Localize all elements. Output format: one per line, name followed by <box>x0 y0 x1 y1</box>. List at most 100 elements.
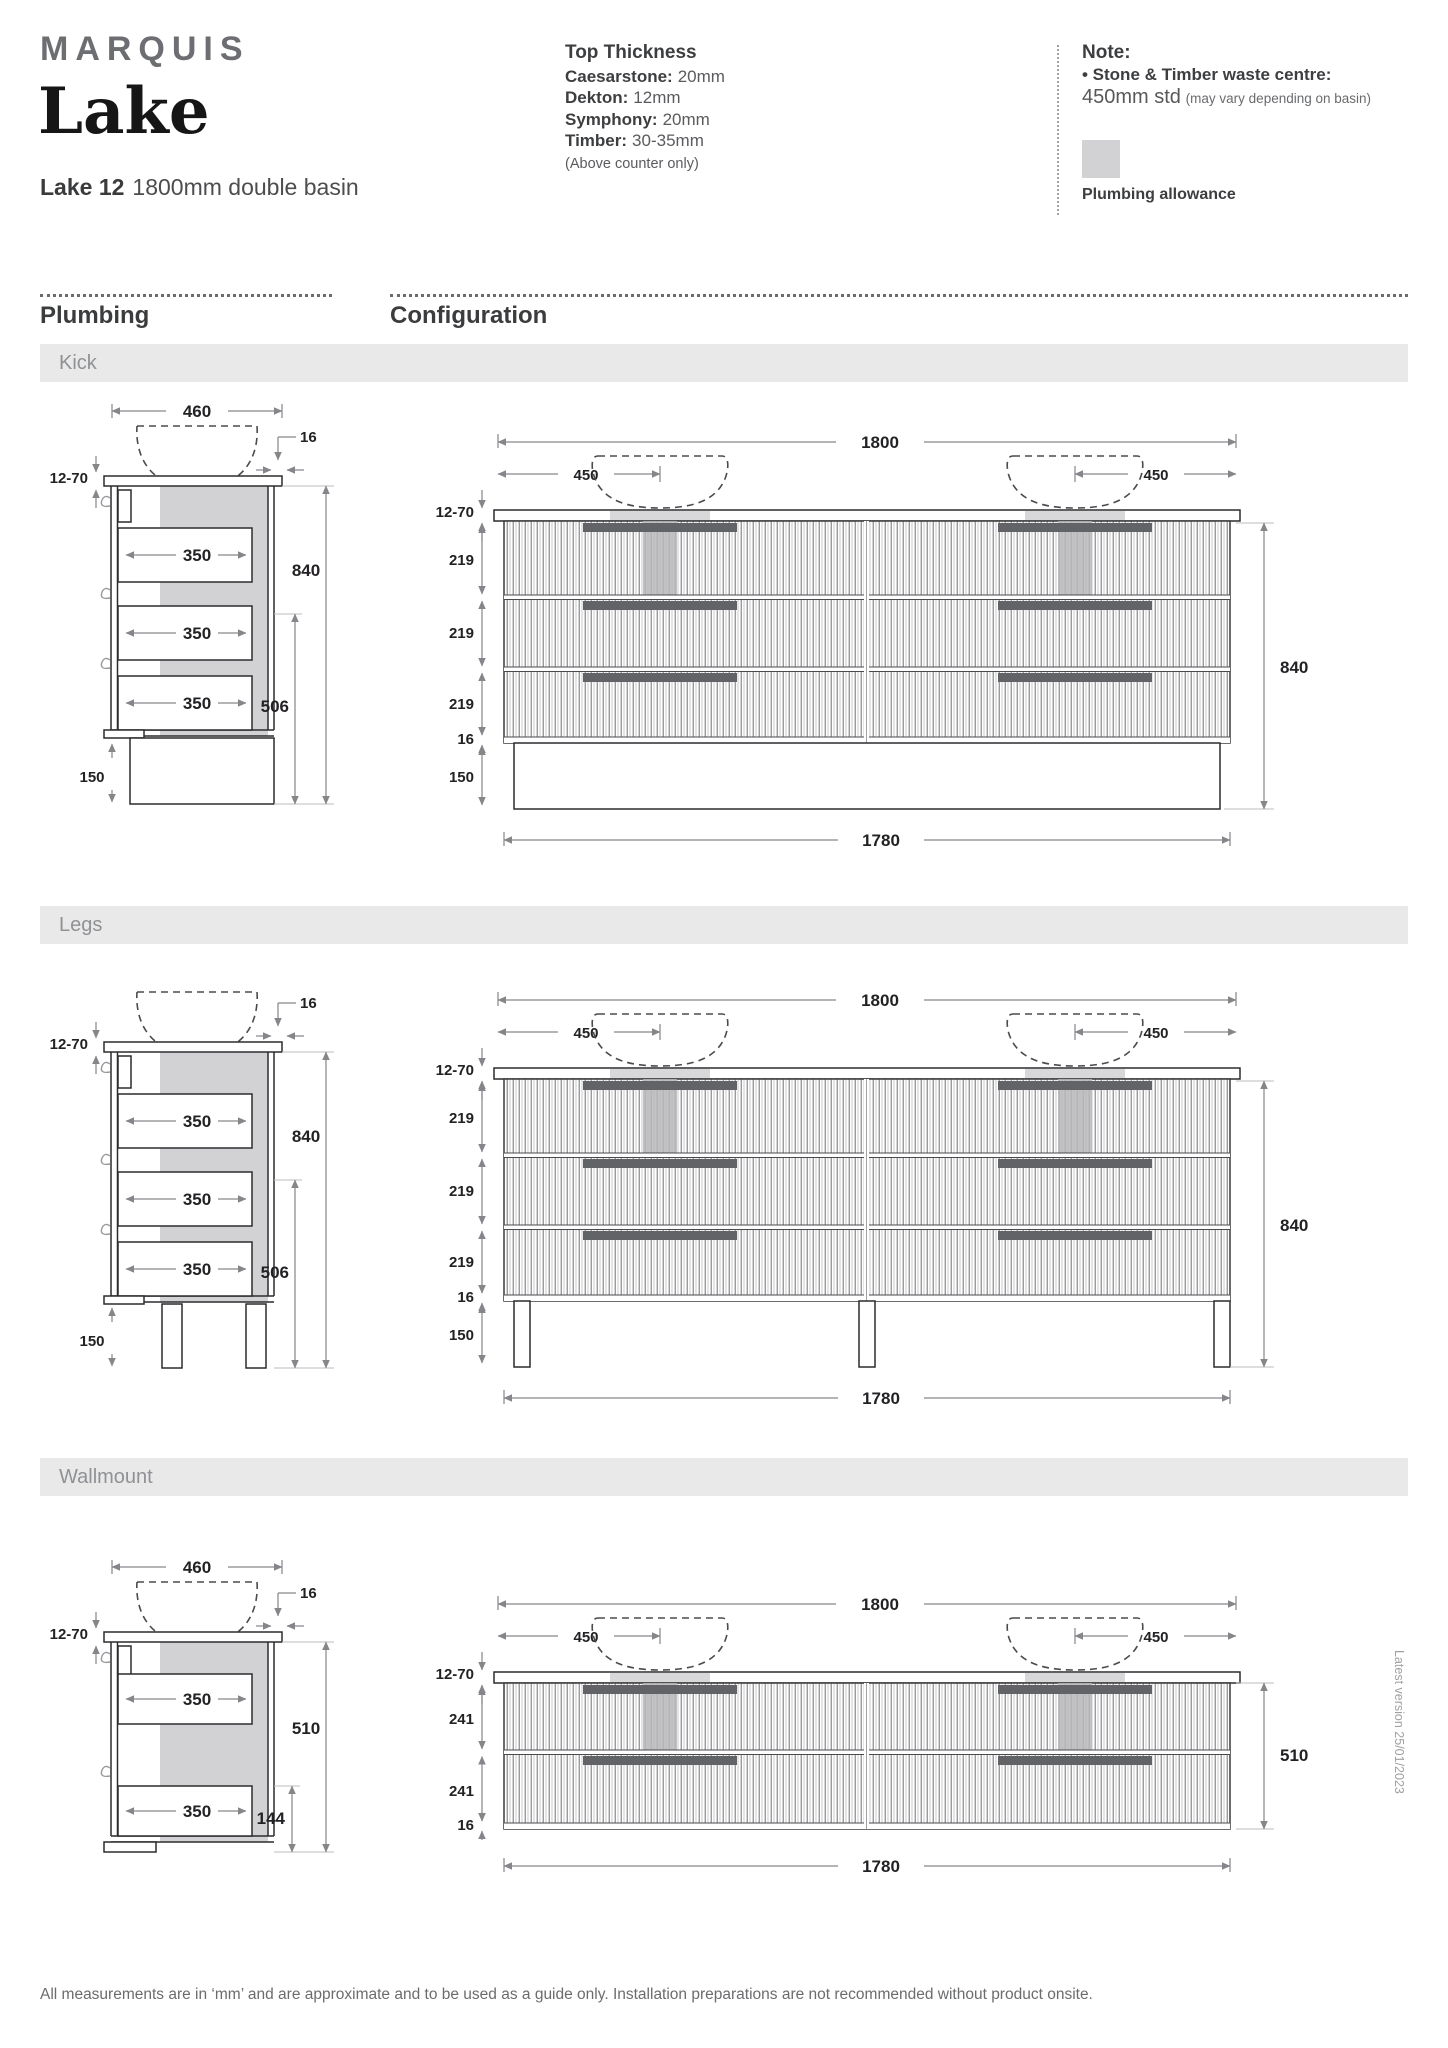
dim-leg-height: 150 <box>449 1327 474 1344</box>
allowance-strip-right <box>1058 1683 1092 1750</box>
allowance-strip-right <box>1058 521 1092 597</box>
section-bar-kick: Kick <box>40 344 1408 382</box>
material-value: 20mm <box>662 109 710 129</box>
dim-drawer2: 241 <box>449 1783 474 1800</box>
dim-total-width: 1800 <box>861 433 899 452</box>
drawer-handle <box>998 1159 1152 1168</box>
wallmount-side-diagram: 460 16 12-70 350 350 144 510 <box>50 1558 334 1853</box>
header-dotted-divider <box>1057 45 1059 215</box>
dim-drawer-depth: 350 <box>183 1690 211 1709</box>
dim-basin-offset-left: 450 <box>573 1025 598 1042</box>
top-rail <box>117 1055 132 1089</box>
allowance-counter-right <box>1025 1069 1125 1078</box>
dim-overhang: 16 <box>300 995 317 1012</box>
dim-overhang: 16 <box>300 1585 317 1602</box>
allowance-counter-right <box>1025 511 1125 520</box>
dim-drawer-depth: 350 <box>183 1802 211 1821</box>
dim-total-width: 1800 <box>861 991 899 1010</box>
drawer-handle <box>998 601 1152 610</box>
dim-drawer-depth: 350 <box>183 546 211 565</box>
dim-base-panel: 16 <box>457 1289 474 1306</box>
leg <box>858 1300 876 1368</box>
base-panel-lip <box>103 1295 145 1305</box>
dim-drawer-depth: 350 <box>183 624 211 643</box>
top-thickness-row: Caesarstone: 20mm <box>565 66 865 88</box>
top-thickness-block: Top Thickness Caesarstone: 20mm Dekton: 12… <box>565 42 865 175</box>
dim-base-panel: 16 <box>457 731 474 748</box>
drawer-handle <box>998 523 1152 532</box>
dim-lower-height: 506 <box>261 1263 289 1282</box>
top-thickness-title: Top Thickness <box>565 42 697 63</box>
kick-front-diagram: 1800 450 450 12-70 <box>436 433 1309 850</box>
countertop <box>103 1041 283 1053</box>
dim-top-width: 460 <box>183 402 211 421</box>
dim-total-height: 840 <box>292 561 320 580</box>
brand-logo: MARQUIS <box>40 30 250 68</box>
drawer-clip-icon <box>100 1651 111 1664</box>
dim-top-thickness: 12-70 <box>50 470 88 487</box>
drawer-clip-icon <box>100 1223 111 1236</box>
drawer-handle <box>583 1231 737 1240</box>
dim-total-width: 1800 <box>861 1595 899 1614</box>
material-label: Timber: <box>565 131 628 150</box>
kick-side-diagram: 460 16 12-70 350 350 350 150 506 <box>50 402 334 805</box>
drawer-handle <box>998 673 1152 682</box>
allowance-counter-right <box>1025 1673 1125 1682</box>
legs-side-diagram: 16 12-70 350 350 350 150 506 840 <box>50 991 334 1369</box>
model-subtitle: Lake 12 1800mm double basin <box>40 174 359 201</box>
leg <box>513 1300 531 1368</box>
plumbing-allowance-label: Plumbing allowance <box>1082 186 1236 203</box>
leg <box>1213 1300 1231 1368</box>
dim-basin-offset-left: 450 <box>573 467 598 484</box>
material-value: 30-35mm <box>632 131 704 150</box>
dim-drawer3: 219 <box>449 1254 474 1271</box>
dim-basin-offset-left: 450 <box>573 1629 598 1646</box>
allowance-counter-left <box>610 1673 710 1682</box>
dim-drawer3: 219 <box>449 696 474 713</box>
top-thickness-note: (Above counter only) <box>565 155 699 172</box>
material-label: Dekton: <box>565 88 629 107</box>
section-bar-legs: Legs <box>40 906 1408 944</box>
allowance-strip-left <box>643 1079 677 1155</box>
front-leg <box>161 1303 183 1369</box>
note-block: Note: • Stone & Timber waste centre: 450… <box>1082 42 1428 110</box>
column-heading-plumbing: Plumbing <box>40 294 332 330</box>
dim-bottom-height: 144 <box>257 1809 286 1828</box>
version-label: Latest version 25/01/2023 <box>1392 1650 1406 1794</box>
drawer-clip-icon <box>100 495 111 508</box>
kick-panel <box>513 742 1221 810</box>
dim-drawer1: 219 <box>449 552 474 569</box>
material-value: 20mm <box>677 66 725 86</box>
top-rail <box>117 489 132 523</box>
model-description: 1800mm double basin <box>132 174 359 200</box>
dim-kick-height: 150 <box>79 769 104 786</box>
drawer-handle <box>583 523 737 532</box>
drawer-handle <box>998 1081 1152 1090</box>
dim-drawer-depth: 350 <box>183 1190 211 1209</box>
dim-total-height: 840 <box>292 1127 320 1146</box>
section-bar-wallmount: Wallmount <box>40 1458 1408 1496</box>
dim-drawer1: 219 <box>449 1110 474 1127</box>
dim-top-thickness: 12-70 <box>436 1666 474 1683</box>
dim-drawer1: 241 <box>449 1711 474 1728</box>
wallmount-front-diagram: 1800 450 450 12-70 241 241 <box>436 1595 1309 1876</box>
bottom-tab <box>103 1841 157 1853</box>
dim-top-width: 460 <box>183 1558 211 1577</box>
plumbing-allowance-swatch <box>1082 140 1120 178</box>
allowance-counter-left <box>610 511 710 520</box>
dim-top-thickness: 12-70 <box>50 1626 88 1643</box>
note-title: Note: <box>1082 42 1131 63</box>
legs-front-diagram: 1800 450 450 12-70 <box>436 991 1309 1408</box>
dim-base-panel: 16 <box>457 1817 474 1834</box>
drawer-handle <box>583 1081 737 1090</box>
dim-overhang: 16 <box>300 429 317 446</box>
top-thickness-row: Dekton: 12mm <box>565 87 865 109</box>
model-name: Lake 12 <box>40 174 125 200</box>
back-leg <box>245 1303 267 1369</box>
dim-carcass-width: 1780 <box>862 1389 900 1408</box>
drawer-clip-icon <box>100 1153 111 1166</box>
countertop <box>103 1631 283 1643</box>
dim-cabinet-height: 840 <box>1280 658 1308 677</box>
drawer-handle <box>998 1685 1152 1694</box>
allowance-strip-left <box>643 1683 677 1750</box>
